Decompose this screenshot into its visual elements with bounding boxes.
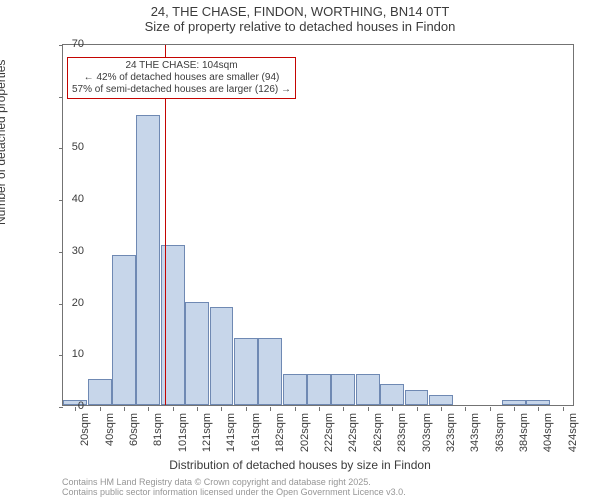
x-tick-label: 202sqm (299, 413, 311, 452)
callout-box: 24 THE CHASE: 104sqm ← 42% of detached h… (67, 57, 296, 99)
histogram-bar (502, 400, 526, 405)
x-tick-mark (417, 407, 418, 411)
histogram-bar (405, 390, 429, 406)
x-tick-label: 101sqm (177, 413, 189, 452)
x-tick-mark (148, 407, 149, 411)
histogram-bar (136, 115, 160, 405)
y-tick-label: 0 (60, 400, 84, 412)
x-tick-label: 60sqm (128, 413, 140, 446)
y-tick-label: 10 (60, 348, 84, 360)
x-tick-label: 424sqm (567, 413, 579, 452)
histogram-bar (185, 302, 209, 405)
title-address: 24, THE CHASE, FINDON, WORTHING, BN14 0T… (0, 4, 600, 19)
x-tick-mark (319, 407, 320, 411)
title-subtitle: Size of property relative to detached ho… (0, 19, 600, 34)
chart-title: 24, THE CHASE, FINDON, WORTHING, BN14 0T… (0, 0, 600, 36)
histogram-bar (307, 374, 331, 405)
x-tick-mark (270, 407, 271, 411)
y-tick-label: 70 (60, 38, 84, 50)
x-tick-label: 283sqm (396, 413, 408, 452)
x-tick-label: 323sqm (445, 413, 457, 452)
x-tick-label: 182sqm (274, 413, 286, 452)
x-tick-mark (490, 407, 491, 411)
histogram-bar (331, 374, 355, 405)
y-tick-label: 40 (60, 193, 84, 205)
histogram-bar (258, 338, 282, 405)
x-tick-label: 222sqm (323, 413, 335, 452)
attribution: Contains HM Land Registry data © Crown c… (62, 478, 406, 498)
histogram-bar (210, 307, 234, 405)
histogram-bar (429, 395, 453, 405)
x-tick-mark (392, 407, 393, 411)
y-tick-label: 30 (60, 245, 84, 257)
x-tick-label: 262sqm (372, 413, 384, 452)
x-tick-mark (295, 407, 296, 411)
histogram-bar (526, 400, 550, 405)
x-tick-label: 363sqm (494, 413, 506, 452)
x-tick-mark (343, 407, 344, 411)
x-tick-label: 40sqm (104, 413, 116, 446)
histogram-bar (161, 245, 185, 405)
x-tick-mark (124, 407, 125, 411)
x-tick-mark (197, 407, 198, 411)
x-tick-label: 343sqm (469, 413, 481, 452)
x-tick-mark (538, 407, 539, 411)
histogram-bar (283, 374, 307, 405)
y-tick-label: 20 (60, 297, 84, 309)
histogram-bar (88, 379, 112, 405)
x-axis-label: Distribution of detached houses by size … (0, 458, 600, 472)
x-tick-label: 242sqm (347, 413, 359, 452)
y-axis-label: Number of detached properties (0, 60, 8, 225)
callout-line3: 57% of semi-detached houses are larger (… (72, 84, 291, 96)
x-tick-label: 141sqm (225, 413, 237, 452)
x-tick-mark (441, 407, 442, 411)
x-tick-mark (221, 407, 222, 411)
x-tick-mark (465, 407, 466, 411)
callout-line2: ← 42% of detached houses are smaller (94… (72, 72, 291, 84)
x-tick-label: 20sqm (79, 413, 91, 446)
x-tick-mark (173, 407, 174, 411)
x-tick-mark (100, 407, 101, 411)
x-tick-label: 121sqm (201, 413, 213, 452)
x-tick-label: 81sqm (152, 413, 164, 446)
x-tick-mark (563, 407, 564, 411)
callout-line1: 24 THE CHASE: 104sqm (72, 60, 291, 72)
x-tick-label: 404sqm (542, 413, 554, 452)
histogram-bar (356, 374, 380, 405)
histogram-bar (234, 338, 258, 405)
y-tick-label: 50 (60, 141, 84, 153)
x-tick-label: 384sqm (518, 413, 530, 452)
x-tick-label: 161sqm (250, 413, 262, 452)
attribution-line2: Contains public sector information licen… (62, 488, 406, 498)
x-tick-mark (246, 407, 247, 411)
x-tick-mark (368, 407, 369, 411)
reference-line (165, 45, 166, 405)
histogram-bar (380, 384, 404, 405)
histogram-bar (112, 255, 136, 405)
x-tick-mark (514, 407, 515, 411)
x-tick-label: 303sqm (421, 413, 433, 452)
plot-area: 24 THE CHASE: 104sqm ← 42% of detached h… (62, 44, 574, 406)
